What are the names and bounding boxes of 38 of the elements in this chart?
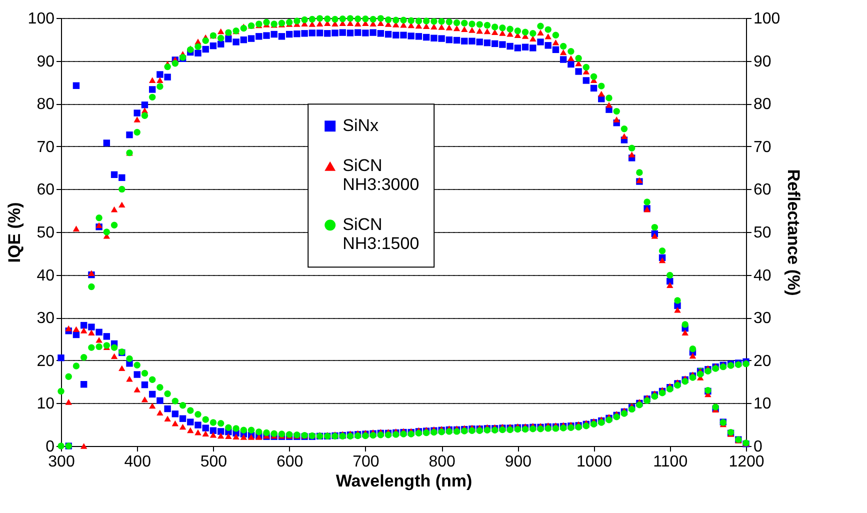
y2-tick-label: 70 [754,138,772,156]
y-tick-label: 80 [36,96,55,114]
y-axis-title: IQE (%) [4,202,24,263]
x-tick-label: 700 [352,454,380,470]
y2-axis-title: Reflectance (%) [784,169,804,296]
y-tick-label: 60 [36,182,55,199]
x-tick-label: 900 [504,454,532,470]
x-tick-label: 600 [276,454,304,470]
y-tick-label: 50 [36,224,55,242]
y2-tick-label: 80 [754,96,772,114]
x-tick-label: 500 [200,454,228,470]
y2-tick-label: 30 [754,310,772,328]
y-tick-label: 100 [28,10,55,28]
y-tick-label: 70 [36,138,55,156]
y2-tick-label: 90 [754,53,772,70]
y-tick-label: 30 [36,310,55,328]
x-tick-label: 400 [124,454,152,470]
y-tick-label: 40 [36,267,55,284]
y2-tick-label: 50 [754,224,772,242]
y2-tick-label: 40 [754,267,772,284]
x-tick-label: 1200 [728,454,764,470]
x-tick-label: 1000 [576,454,612,470]
legend-label: SiCN NH3:1500 [342,215,420,254]
x-tick-label: 1100 [653,454,688,470]
y2-tick-label: 0 [754,438,762,456]
x-tick-label: 800 [428,454,456,470]
y2-tick-label: 100 [754,10,780,28]
x-tick-label: 300 [48,454,75,470]
y-tick-label: 10 [36,396,55,413]
y2-tick-label: 10 [754,396,772,413]
y-tick-label: 0 [46,438,55,456]
y-tick-label: 20 [36,352,55,370]
y2-tick-label: 20 [754,352,772,370]
y-tick-label: 90 [36,53,55,70]
legend-label: SiNx [342,116,379,136]
x-axis-title: Wavelength (nm) [336,472,472,490]
y2-tick-label: 60 [754,182,772,199]
legend-label: SiCN NH3:3000 [342,156,420,194]
